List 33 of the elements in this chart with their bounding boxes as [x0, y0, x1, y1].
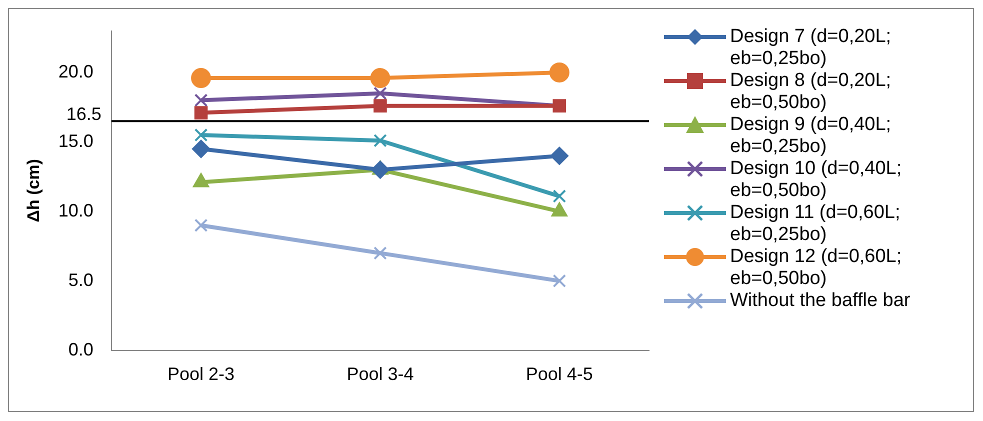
y-tick-label: 10.0 [58, 200, 94, 220]
point [552, 274, 566, 288]
x-tick-label: Pool 3-4 [346, 364, 414, 384]
point [194, 128, 208, 142]
y-tick-label: 15.0 [58, 130, 94, 151]
point [374, 99, 387, 112]
point [374, 246, 387, 260]
legend-label: Design 8 (d=0,20L; eb=0,50bo) [730, 70, 892, 114]
y-tick-label: 5.0 [68, 270, 94, 290]
legend-label: Design 11 (d=0,60L; eb=0,25bo) [730, 202, 902, 246]
legend-label: Design 12 (d=0,60L; eb=0,50bo) [730, 246, 903, 290]
legend-label: Design 7 (d=0,20L; eb=0,25bo) [730, 26, 892, 70]
x-tick-label: Pool 2-3 [168, 364, 235, 384]
y-tick-label: 20.0 [58, 61, 94, 82]
point [194, 218, 208, 232]
legend-label: Without the baffle bar [730, 290, 910, 312]
point [374, 86, 387, 100]
y-axis-title: Δh (cm) [24, 158, 43, 222]
legend-label: Design 9 (d=0,40L; eb=0,25bo) [730, 114, 892, 158]
point [549, 62, 570, 82]
point [194, 106, 208, 120]
point [192, 140, 210, 158]
point [370, 68, 390, 88]
point [194, 94, 208, 107]
point [191, 68, 212, 88]
legend-label: Design 10 (d=0,40L; eb=0,50bo) [730, 158, 903, 202]
point [552, 190, 566, 203]
x-tick-label: Pool 4-5 [526, 364, 593, 384]
ref-line-label: 16.5 [66, 104, 102, 124]
point [371, 160, 390, 179]
y-tick-label: 0.0 [68, 339, 94, 360]
point [374, 134, 387, 148]
point [550, 146, 568, 165]
